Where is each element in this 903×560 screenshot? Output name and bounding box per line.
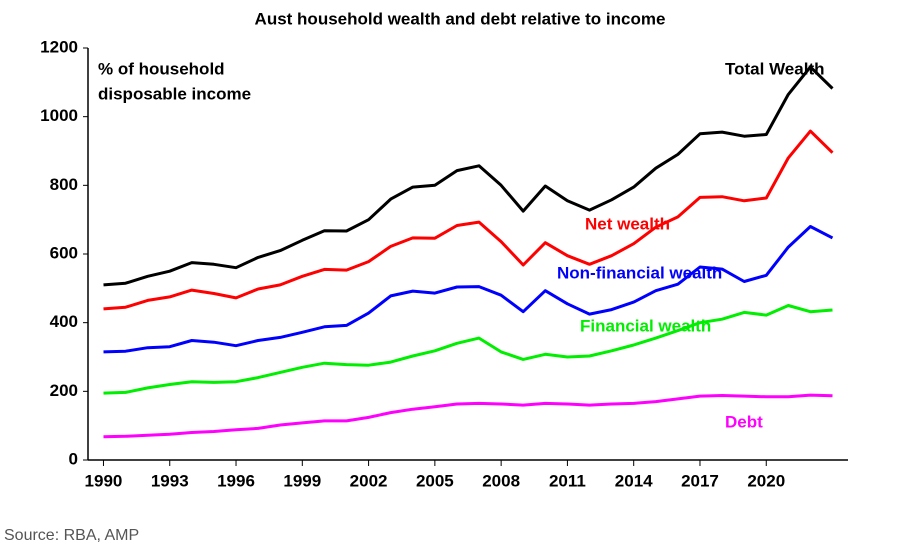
x-tick-label: 1993: [151, 471, 189, 490]
legend-label: Non-financial wealth: [557, 263, 722, 282]
y-tick-label: 400: [50, 312, 78, 331]
x-tick-label: 2017: [681, 471, 719, 490]
x-tick-label: 2008: [482, 471, 520, 490]
legend-label: Financial wealth: [580, 316, 711, 335]
y-tick-label: 1000: [40, 106, 78, 125]
x-tick-label: 2005: [416, 471, 454, 490]
y-tick-label: 0: [69, 449, 78, 468]
chart-title: Aust household wealth and debt relative …: [255, 9, 666, 28]
legend-label: Total Wealth: [725, 59, 825, 78]
series-line: [103, 225, 834, 354]
source: Source: RBA, AMP: [4, 527, 139, 544]
legend-label: Net wealth: [585, 214, 670, 233]
x-tick-label: 1990: [85, 471, 123, 490]
series-line: [103, 393, 833, 439]
annotation: disposable income: [98, 84, 251, 103]
x-tick-label: 1996: [217, 471, 255, 490]
annotation: % of household: [98, 59, 225, 78]
x-tick-label: 2014: [615, 471, 653, 490]
series-line: [103, 65, 834, 287]
x-tick-label: 1999: [283, 471, 321, 490]
x-tick-label: 2002: [350, 471, 388, 490]
x-tick-label: 2020: [747, 471, 785, 490]
x-tick-label: 2011: [549, 471, 586, 490]
y-tick-label: 200: [50, 381, 78, 400]
y-tick-label: 800: [50, 175, 78, 194]
legend-label: Debt: [725, 412, 763, 431]
series-line: [103, 129, 834, 311]
series-line: [103, 304, 833, 395]
y-tick-label: 600: [50, 243, 78, 262]
y-tick-label: 1200: [40, 37, 78, 56]
